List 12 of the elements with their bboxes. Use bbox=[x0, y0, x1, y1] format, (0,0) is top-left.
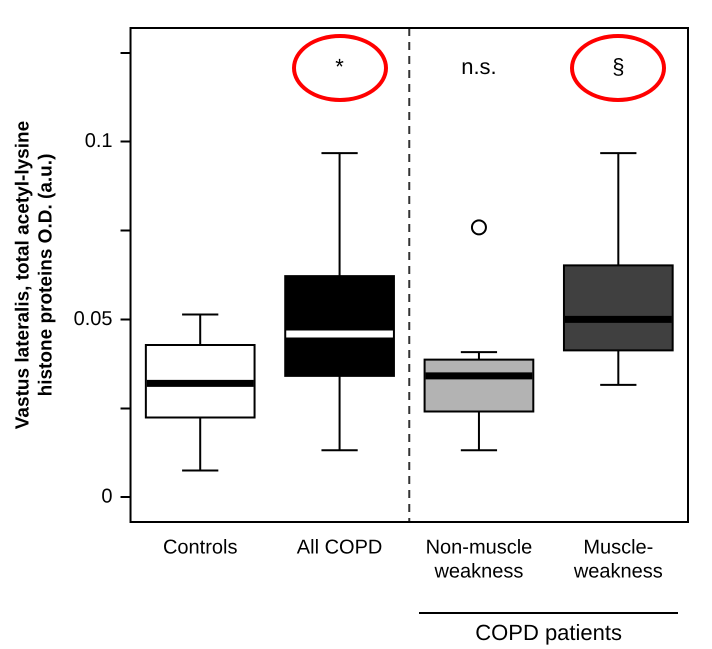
annotation: * bbox=[335, 54, 344, 80]
y-tick-label: 0.05 bbox=[74, 308, 113, 330]
text: COPD patients bbox=[475, 620, 622, 646]
annotation: n.s. bbox=[461, 54, 497, 80]
y-tick-label: 0 bbox=[101, 486, 113, 508]
y-tick-label: 0.1 bbox=[84, 130, 113, 152]
y-axis-title: Vastus lateralis, total acetyl-lysine histone proteins O.D. (a.u.) bbox=[12, 120, 56, 430]
annotation: § bbox=[612, 54, 624, 80]
x-tick-label: Muscle- weakness bbox=[572, 536, 663, 583]
x-tick-label: Controls bbox=[162, 536, 238, 559]
x-tick-label: All COPD bbox=[296, 536, 382, 559]
x-tick-label: Non-muscle weakness bbox=[426, 536, 532, 583]
